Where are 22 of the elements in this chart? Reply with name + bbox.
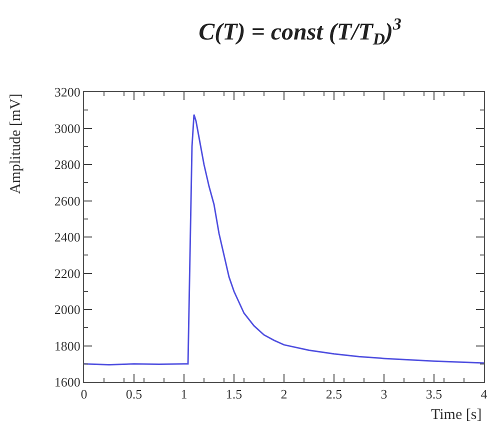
- x-tick-label: 1: [180, 386, 188, 402]
- x-tick-label: 3: [380, 386, 388, 402]
- x-tick-label: 2: [280, 386, 288, 402]
- x-tick-label: 2.5: [326, 386, 342, 402]
- chart-title: C(T) = const (T/T$_{D}$)$^{3}$: [198, 14, 402, 48]
- x-tick-label: 0.5: [126, 386, 142, 402]
- y-tick-label: 1600: [54, 374, 80, 390]
- line-series: [84, 114, 484, 366]
- y-tick-label: 3200: [54, 84, 80, 100]
- y-tick-label: 1800: [54, 338, 80, 354]
- y-axis-title: Amplitude [mV]: [8, 94, 24, 194]
- y-tick-label: 2600: [54, 193, 80, 208]
- x-tick-label: 0: [80, 386, 88, 402]
- y-tick-label: 2800: [54, 157, 80, 172]
- x-tick-label: 4: [480, 386, 488, 402]
- x-tick-label: 3.5: [426, 386, 442, 402]
- y-tick-label: 2000: [54, 302, 80, 318]
- y-tick-label: 2200: [54, 266, 80, 281]
- y-tick-label: 2400: [54, 230, 80, 245]
- y-tick-label: 3000: [54, 120, 80, 136]
- x-tick-label: 1.5: [226, 386, 242, 402]
- x-axis-title: Time [s]: [431, 407, 482, 423]
